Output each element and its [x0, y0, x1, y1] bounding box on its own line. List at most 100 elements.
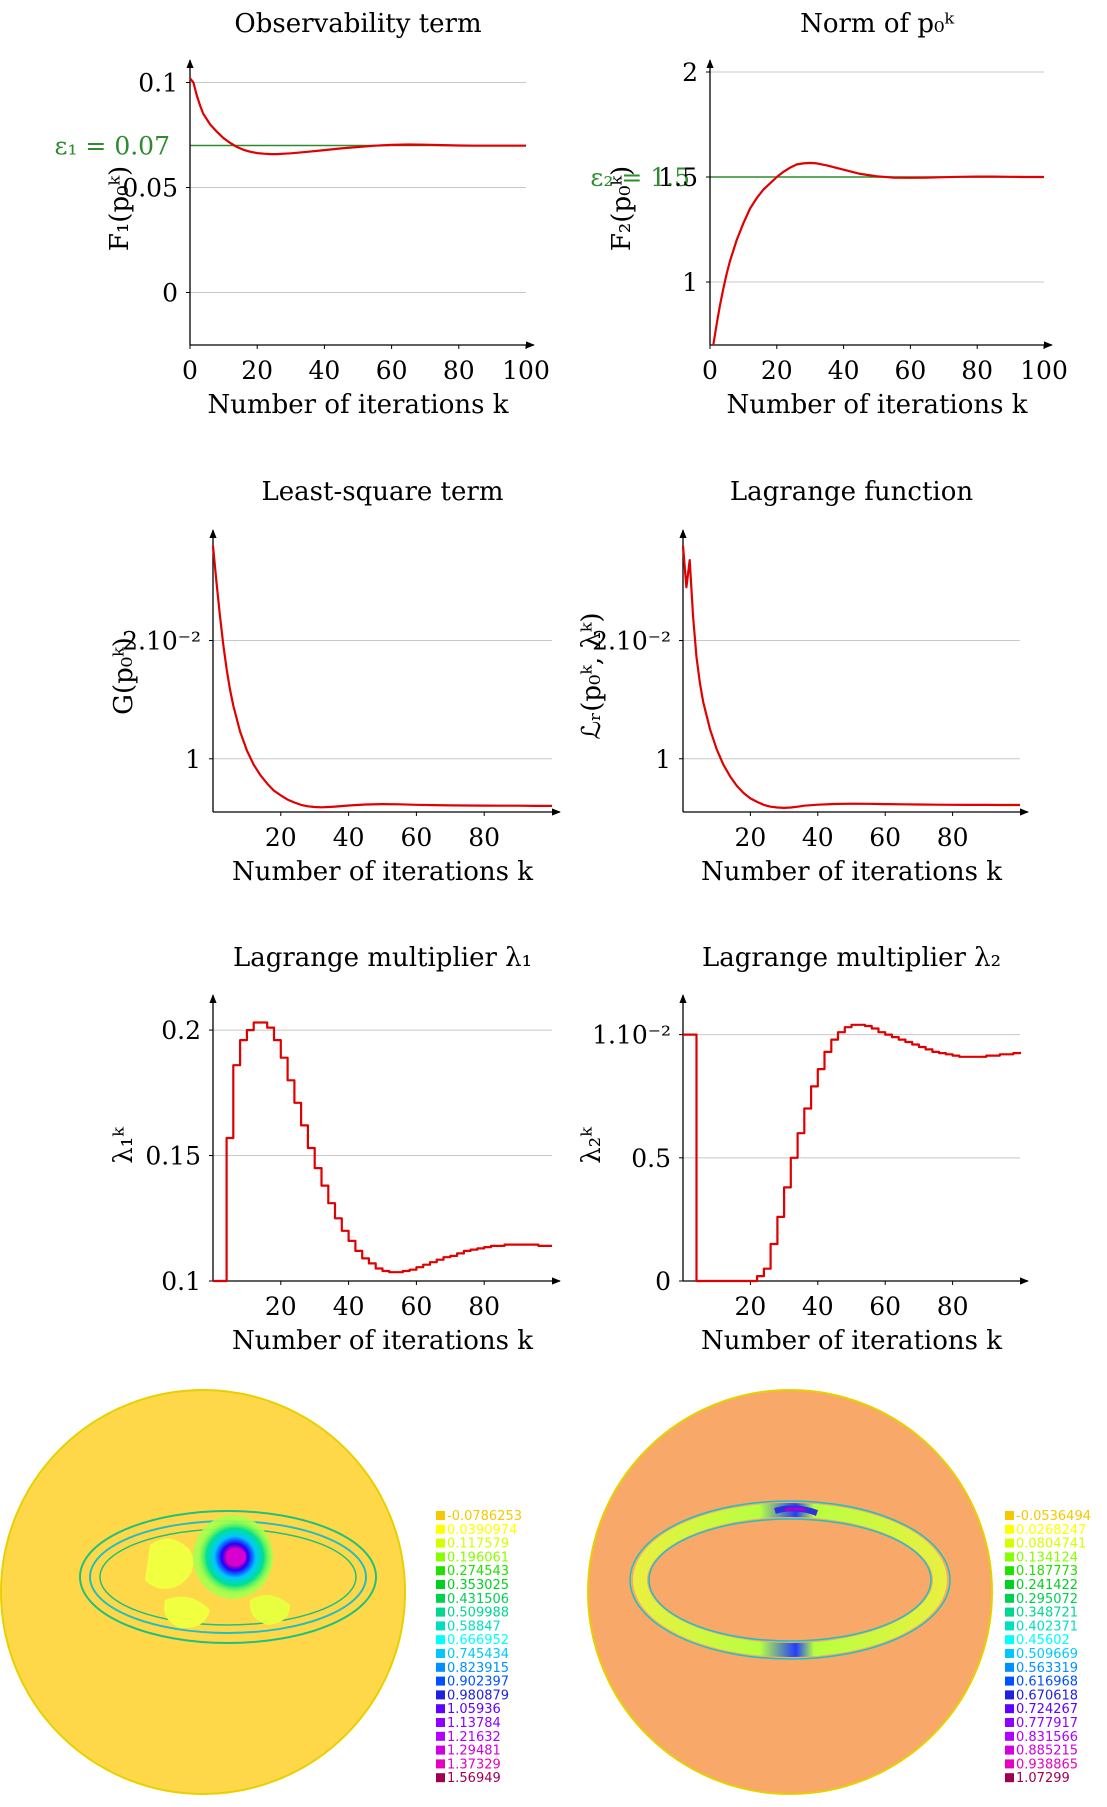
legend-value: 0.616968 [1016, 1675, 1078, 1690]
y-tick-label: 1 [682, 268, 698, 297]
y-tick-label: 0 [655, 1267, 671, 1296]
series-line [683, 1023, 1022, 1283]
y-axis-label: F₁(p₀ᵏ) [105, 166, 135, 251]
chart-title: Lagrange function [730, 477, 973, 507]
legend-swatch [436, 1538, 445, 1548]
legend-value: 0.745434 [447, 1647, 509, 1662]
legend-swatch [436, 1704, 445, 1714]
reference-label: ε₁ = 0.07 [55, 132, 170, 161]
legend-swatch [1005, 1745, 1014, 1755]
x-tick-label: 40 [802, 823, 834, 852]
legend-value: 0.670618 [1016, 1688, 1078, 1703]
y-tick-label: 1.5 [658, 163, 698, 192]
legend-value: 0.666952 [447, 1633, 509, 1648]
legend-value: 0.117579 [447, 1537, 509, 1552]
x-tick-label: 60 [894, 356, 926, 385]
legend-value: 0.509988 [447, 1606, 509, 1621]
x-tick-label: 80 [937, 823, 969, 852]
legend-value: 0.980879 [447, 1688, 509, 1703]
legend-swatch [1005, 1635, 1014, 1645]
legend-value: 0.0390974 [447, 1523, 517, 1538]
chart-title: Lagrange multiplier λ₂ [702, 943, 1001, 973]
legend-value: 1.56949 [447, 1771, 501, 1786]
legend-value: 0.196061 [447, 1550, 509, 1565]
legend-value: 1.05936 [447, 1702, 501, 1717]
legend-value: 0.402371 [1016, 1619, 1078, 1634]
x-axis-label: Number of iterations k [726, 390, 1027, 420]
legend-value: 0.353025 [447, 1578, 509, 1593]
x-tick-label: 20 [761, 356, 793, 385]
x-tick-label: 20 [734, 823, 766, 852]
legend-value: 0.509669 [1016, 1647, 1078, 1662]
legend-swatch [1005, 1566, 1014, 1576]
y-tick-label: 1 [655, 745, 671, 774]
y-tick-label: 0.2 [161, 1016, 201, 1045]
legend-swatch [436, 1662, 445, 1672]
color-legend-1: -0.07862530.03909740.1175790.1960610.274… [436, 1509, 522, 1786]
legend-value: 0.902397 [447, 1675, 509, 1690]
legend-swatch [436, 1731, 445, 1741]
legend-value: 1.37329 [447, 1757, 501, 1772]
legend-swatch [1005, 1593, 1014, 1603]
legend-swatch [436, 1511, 445, 1520]
legend-value: 0.187773 [1016, 1564, 1078, 1579]
legend-value: 0.134124 [1016, 1550, 1078, 1565]
x-tick-label: 40 [333, 1292, 365, 1321]
x-tick-label: 80 [468, 1292, 500, 1321]
legend-swatch [436, 1649, 445, 1658]
legend-swatch [436, 1690, 445, 1700]
legend-value: 0.563319 [1016, 1661, 1078, 1676]
x-tick-label: 40 [802, 1292, 834, 1321]
y-axis-label: G(p₀ᵏ) [109, 637, 139, 715]
y-tick-label: 0.1 [138, 69, 178, 98]
legend-swatch [1005, 1690, 1014, 1700]
field-image-left [0, 1389, 406, 1795]
y-tick-label: 1 [185, 745, 201, 774]
chart-panel-1: Observability term ε₁ = 0.07 0 0.05 0.1 0 20 40… [55, 9, 550, 420]
x-axis-label: Number of iterations k [207, 390, 508, 420]
y-tick-label: 2 [682, 58, 698, 87]
legend-swatch [436, 1676, 445, 1686]
chart-title: Lagrange multiplier λ₁ [233, 943, 532, 973]
chart-panel-3: Least-square term 1 2.10⁻² 20 40 60 80 Number o… [109, 477, 561, 887]
series-line [189, 77, 526, 156]
legend-value: 0.0804741 [1016, 1537, 1086, 1552]
series-line [712, 161, 1044, 346]
legend-swatch [436, 1580, 445, 1589]
legend-swatch [436, 1773, 445, 1783]
x-axis-label: Number of iterations k [232, 1326, 533, 1356]
legend-value: 0.724267 [1016, 1702, 1078, 1717]
legend-value: 0.823915 [447, 1661, 509, 1676]
x-axis-label: Number of iterations k [701, 1326, 1002, 1356]
legend-value: 1.21632 [447, 1730, 501, 1745]
x-tick-label: 60 [869, 823, 901, 852]
x-tick-label: 80 [443, 356, 475, 385]
legend-value: 0.58847 [447, 1619, 501, 1634]
x-axis-label: Number of iterations k [701, 857, 1002, 887]
legend-swatch [436, 1635, 445, 1645]
y-axis-label: F₂(p₀ᵏ) [607, 166, 637, 251]
legend-swatch [1005, 1538, 1014, 1548]
legend-value: -0.0536494 [1016, 1509, 1091, 1524]
chart-panel-4: Lagrange function 1 2.10⁻² 20 40 60 80 Number o… [577, 477, 1029, 887]
chart-title: Least-square term [262, 477, 504, 507]
legend-swatch [436, 1607, 445, 1617]
y-axis-label: λ₁ᵏ [109, 1126, 139, 1164]
x-tick-label: 0 [182, 356, 198, 385]
x-tick-label: 20 [265, 1292, 297, 1321]
legend-value: 0.431506 [447, 1592, 509, 1607]
y-tick-label: 2.10⁻² [592, 627, 671, 656]
x-tick-label: 60 [376, 356, 408, 385]
legend-swatch [436, 1566, 445, 1576]
legend-swatch [1005, 1524, 1014, 1534]
legend-value: 1.13784 [447, 1716, 501, 1731]
series-line [213, 1021, 552, 1283]
x-tick-label: 40 [333, 823, 365, 852]
x-tick-label: 60 [400, 823, 432, 852]
legend-value: 0.295072 [1016, 1592, 1078, 1607]
legend-value: 0.777917 [1016, 1716, 1078, 1731]
reference-label: ε₂ = 1.5 [590, 163, 690, 192]
x-tick-label: 40 [308, 356, 340, 385]
